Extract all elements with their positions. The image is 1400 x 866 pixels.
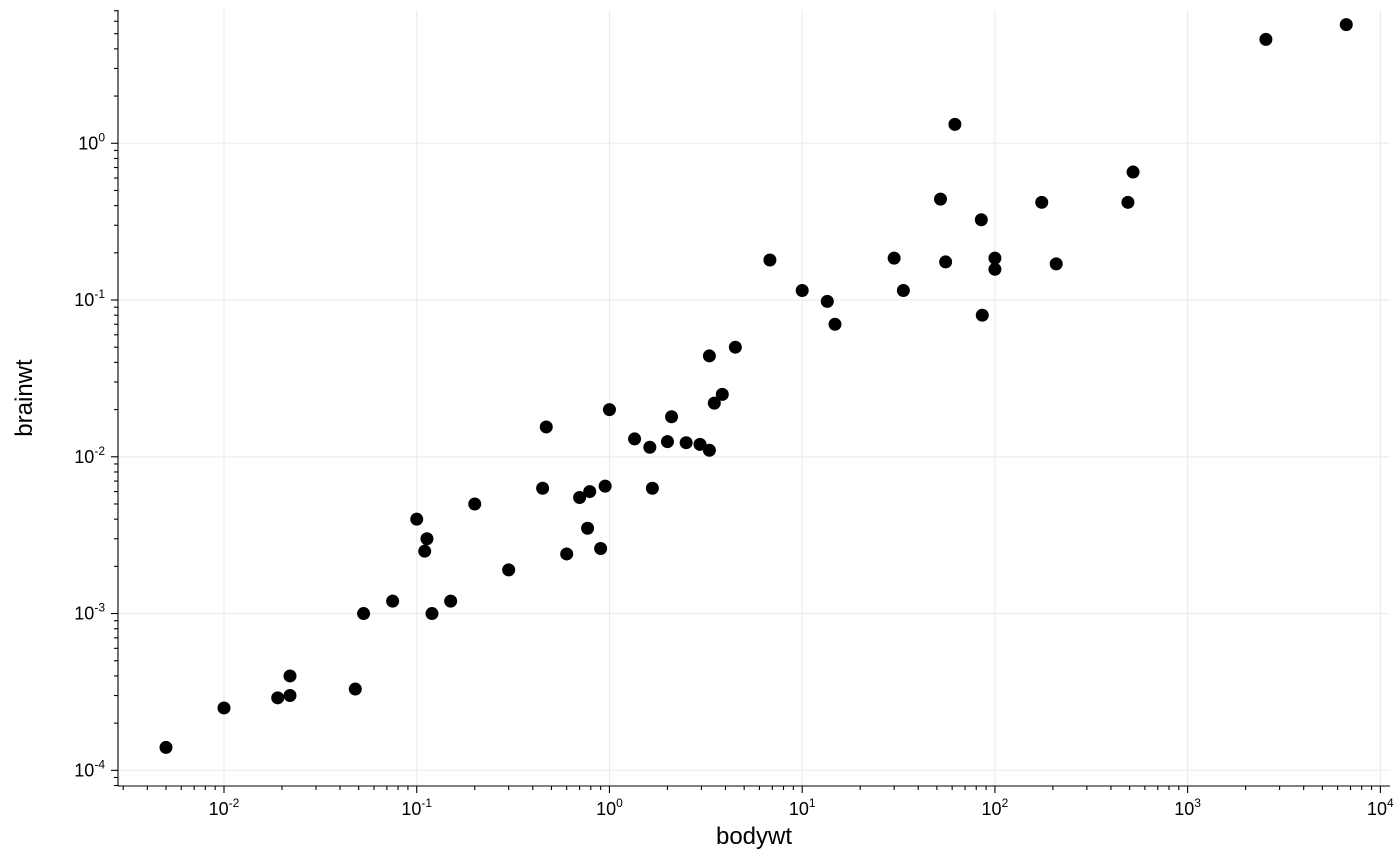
plot-panel — [118, 10, 1390, 786]
data-point — [976, 309, 989, 322]
data-point — [939, 255, 952, 268]
data-point — [444, 595, 457, 608]
data-point — [716, 388, 729, 401]
data-point — [349, 683, 362, 696]
data-point — [357, 607, 370, 620]
data-point — [502, 563, 515, 576]
y-axis-label: brainwt — [11, 359, 38, 437]
data-point — [536, 482, 549, 495]
data-point — [283, 669, 296, 682]
data-point — [1127, 166, 1140, 179]
data-point — [425, 607, 438, 620]
x-axis-label: bodywt — [716, 823, 792, 850]
data-point — [796, 284, 809, 297]
data-point — [1340, 18, 1353, 31]
data-point — [680, 436, 693, 449]
data-point — [468, 497, 481, 510]
data-point — [828, 318, 841, 331]
data-point — [628, 432, 641, 445]
data-point — [988, 252, 1001, 265]
data-point — [386, 595, 399, 608]
data-point — [703, 444, 716, 457]
chart-svg: 10-210-110010110210310410-410-310-210-11… — [0, 0, 1400, 866]
data-point — [271, 691, 284, 704]
data-point — [418, 545, 431, 558]
data-point — [594, 542, 607, 555]
data-point — [1259, 33, 1272, 46]
data-point — [583, 485, 596, 498]
data-point — [159, 741, 172, 754]
data-point — [888, 252, 901, 265]
data-point — [560, 547, 573, 560]
data-point — [603, 403, 616, 416]
data-point — [218, 701, 231, 714]
data-point — [661, 435, 674, 448]
data-point — [1121, 196, 1134, 209]
data-point — [599, 480, 612, 493]
data-point — [283, 689, 296, 702]
data-point — [1035, 196, 1048, 209]
data-point — [581, 522, 594, 535]
data-point — [420, 532, 433, 545]
data-point — [410, 513, 423, 526]
data-point — [1050, 257, 1063, 270]
scatter-chart: 10-210-110010110210310410-410-310-210-11… — [0, 0, 1400, 866]
data-point — [665, 410, 678, 423]
data-point — [821, 295, 834, 308]
data-point — [948, 118, 961, 131]
data-point — [763, 254, 776, 267]
data-point — [975, 213, 988, 226]
data-point — [703, 349, 716, 362]
data-point — [934, 193, 947, 206]
data-point — [643, 441, 656, 454]
data-point — [897, 284, 910, 297]
data-point — [540, 420, 553, 433]
data-point — [729, 341, 742, 354]
data-point — [646, 482, 659, 495]
data-point — [988, 263, 1001, 276]
